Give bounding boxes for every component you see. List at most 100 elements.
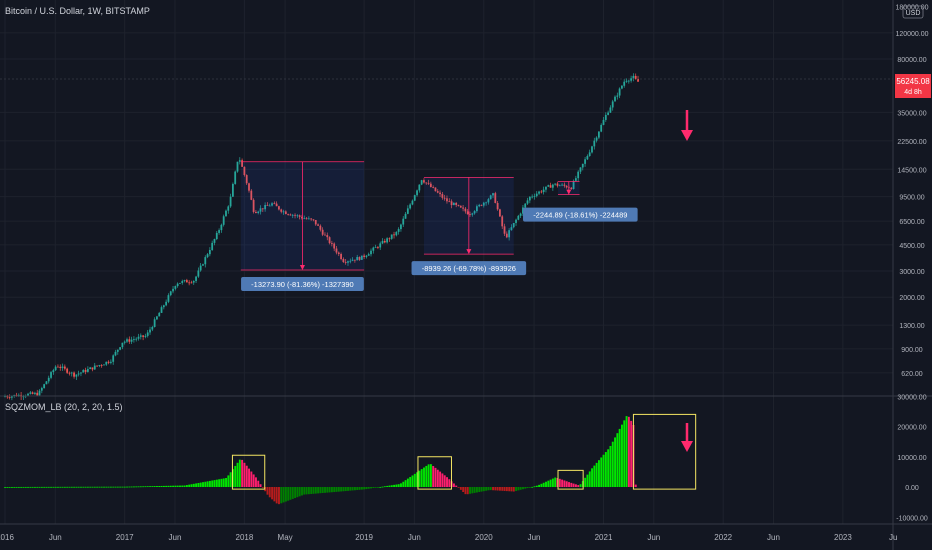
histogram-bar [36, 486, 39, 488]
current-price-badge: 56245.08 4d 8h [895, 74, 931, 98]
histogram-bar [388, 485, 391, 487]
histogram-bar [455, 485, 458, 487]
time-axis[interactable]: 2016 Jun 2017 Jun 2018 May 2019 Jun 2020 Jun 2021 J… [0, 533, 897, 542]
time-tick-label: Jun [528, 533, 541, 542]
histogram-bar [614, 437, 617, 487]
candle [100, 364, 103, 368]
histogram-bar [604, 452, 607, 487]
candle [167, 293, 170, 304]
candle [326, 232, 329, 241]
candle [542, 186, 545, 195]
histogram-bar [319, 487, 322, 494]
candle [565, 185, 568, 189]
candle [496, 200, 499, 211]
histogram-bar [109, 486, 112, 488]
candle [220, 223, 223, 233]
histogram-bar [321, 487, 324, 494]
histogram-bar [266, 487, 269, 495]
candle [268, 203, 271, 207]
candle [365, 254, 368, 259]
range-box [558, 181, 580, 196]
histogram-bar [344, 487, 347, 492]
histogram-bar [291, 487, 294, 499]
price-tick-label: 35000.00 [897, 110, 926, 117]
candle [234, 170, 237, 185]
candle [188, 280, 191, 286]
histogram-bar [84, 486, 87, 488]
candle [446, 195, 448, 204]
candle [252, 198, 255, 214]
candle [360, 255, 363, 260]
histogram-bar [197, 482, 200, 487]
candle [38, 389, 41, 397]
histogram-bar [574, 484, 577, 487]
histogram-bar [565, 481, 568, 487]
histogram-bar [621, 424, 623, 487]
histogram-bar [360, 487, 363, 490]
histogram-bar [423, 467, 425, 487]
histogram-bar [243, 462, 246, 487]
candle [637, 75, 639, 82]
indicator-axis[interactable]: 30000.00 20000.00 10000.00 0.00 -10000.00 [896, 394, 928, 522]
candle [494, 191, 497, 204]
candle [487, 197, 490, 205]
histogram-bar [160, 485, 163, 487]
candle [139, 333, 142, 340]
currency-badge: USD [906, 10, 921, 17]
histogram-bar [464, 487, 467, 495]
candle [501, 215, 504, 229]
candle [413, 194, 416, 202]
candle [450, 199, 453, 209]
candle [289, 213, 292, 216]
histogram-bar [524, 487, 527, 489]
histogram-bar [142, 486, 145, 488]
price-tick-label: 1300.00 [899, 323, 924, 330]
price-axis[interactable]: 180000.00 120000.00 80000.00 35000.00 22500.… [895, 5, 928, 378]
histogram-bar [409, 477, 412, 487]
price-tick-label: 120000.00 [895, 31, 928, 38]
candle [144, 333, 147, 339]
candle [66, 367, 69, 374]
histogram-bar [153, 486, 156, 487]
histogram-bar [503, 487, 506, 491]
candle [162, 304, 165, 310]
candle [179, 282, 181, 284]
histogram-bar [231, 469, 234, 487]
histogram-bar [52, 486, 55, 488]
histogram-bar [93, 486, 96, 488]
candle [324, 232, 326, 236]
candle [153, 317, 156, 328]
histogram-bar [561, 479, 564, 487]
candle [8, 394, 11, 400]
time-tick-label: 2016 [0, 533, 14, 542]
histogram-bar [540, 483, 543, 487]
candle [406, 205, 409, 215]
candle [107, 360, 110, 365]
histogram-bar [342, 487, 345, 492]
candle [208, 247, 211, 257]
candle [130, 336, 133, 344]
candle [381, 238, 384, 245]
histogram-bar [558, 478, 561, 487]
histogram-bar [29, 486, 32, 488]
candle [473, 210, 476, 215]
candle [261, 208, 264, 213]
histogram-bar [146, 486, 149, 488]
candle [123, 340, 126, 345]
candle [455, 202, 458, 208]
histogram-bar [505, 487, 508, 492]
histogram-bar [57, 486, 59, 488]
candle [614, 95, 616, 102]
candle [526, 197, 529, 205]
candle [554, 183, 557, 186]
histogram-bar [82, 486, 85, 488]
histogram-bar [533, 486, 536, 488]
candle [630, 75, 633, 83]
histogram-bar [588, 471, 591, 487]
price-tick-label: 14500.00 [897, 167, 926, 174]
currency-button[interactable]: USD [902, 5, 924, 19]
candle [356, 254, 359, 261]
time-tick-label: 2018 [236, 533, 254, 542]
histogram-bar [418, 470, 421, 487]
